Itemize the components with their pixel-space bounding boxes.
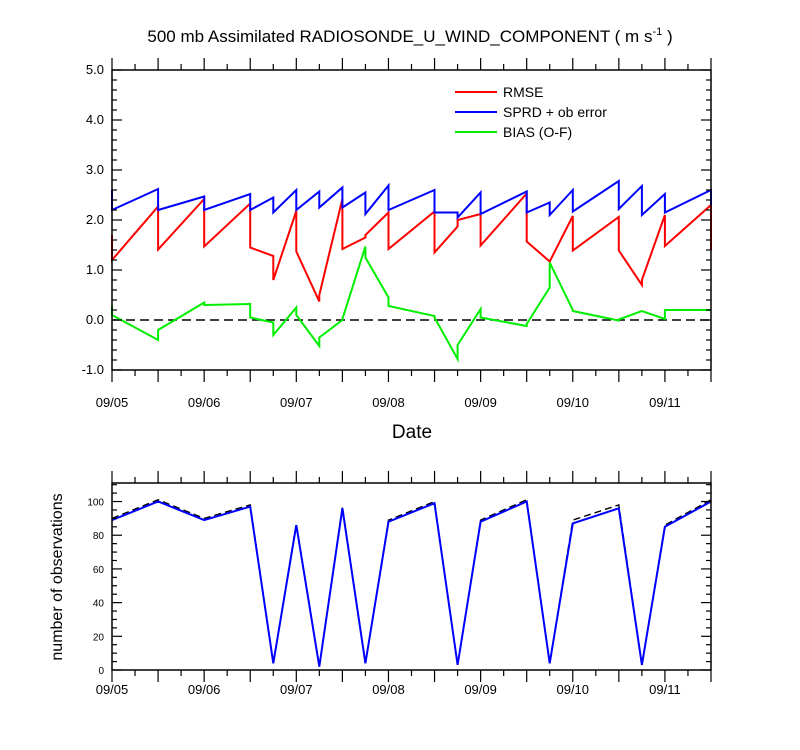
bottom-series-obs_assim-line <box>111 500 712 667</box>
legend-label-spread: SPRD + ob error <box>503 104 607 120</box>
bottom-x-tick-label: 09/10 <box>556 682 589 697</box>
y-axis-label-observations: number of observations <box>49 493 66 660</box>
chart-title-superscript: -1 <box>652 26 662 38</box>
bottom-series-group <box>111 498 712 667</box>
top-frame <box>111 69 712 371</box>
top-y-tick-label: 1.0 <box>86 262 104 277</box>
bottom-y-tick-label: 80 <box>93 531 105 542</box>
chart-title: 500 mb Assimilated RADIOSONDE_U_WIND_COM… <box>147 26 672 46</box>
bottom-y-tick-label: 40 <box>93 599 105 610</box>
bottom-x-tick-label: 09/06 <box>188 682 221 697</box>
top-x-tick-label: 09/07 <box>280 395 313 410</box>
bottom-y-tick-label: 0 <box>98 666 104 677</box>
top-y-tick-label: 5.0 <box>86 62 104 77</box>
bottom-axes: 0 20 40 60 80 100 09/05 09/06 09/07 09/08 09/09 09/… <box>87 471 712 697</box>
top-y-tick-label: 3.0 <box>86 162 104 177</box>
top-x-tick-label: 09/11 <box>649 395 681 410</box>
bottom-x-tick-label: 09/05 <box>96 682 129 697</box>
top-y-tick-label: 4.0 <box>86 112 104 127</box>
legend-label-rmse: RMSE <box>503 84 543 100</box>
bottom-y-tick-label: 60 <box>93 565 105 576</box>
bottom-y-tick-label: 100 <box>87 498 104 509</box>
bottom-x-tick-label: 09/09 <box>464 682 497 697</box>
top-x-tick-label: 09/09 <box>464 395 497 410</box>
top-x-tick-label: 09/10 <box>556 395 589 410</box>
top-axes: -1.0 0.0 1.0 2.0 3.0 4.0 5.0 09/05 09/06 09/07 09/… <box>82 58 712 410</box>
top-y-tick-label: -1.0 <box>82 362 104 377</box>
bottom-x-tick-label: 09/08 <box>372 682 405 697</box>
bottom-x-tick-label: 09/11 <box>649 682 681 697</box>
legend: RMSE SPRD + ob error BIAS (O-F) <box>455 84 607 140</box>
x-axis-label: Date <box>392 422 432 443</box>
bottom-x-tick-label: 09/07 <box>280 682 313 697</box>
bottom-y-tick-label: 20 <box>93 632 105 643</box>
chart-title-end: ) <box>662 27 672 46</box>
legend-label-bias: BIAS (O-F) <box>503 124 572 140</box>
top-x-tick-label: 09/08 <box>372 395 405 410</box>
top-series-rmse-line <box>111 190 712 302</box>
top-x-tick-label: 09/05 <box>96 395 129 410</box>
top-y-tick-label: 0.0 <box>86 312 104 327</box>
top-y-tick-label: 2.0 <box>86 212 104 227</box>
top-series-spread-line <box>111 179 712 221</box>
top-panel: 500 mb Assimilated RADIOSONDE_U_WIND_COM… <box>82 26 712 443</box>
top-series-bias-line <box>111 246 711 363</box>
chart-title-main: 500 mb Assimilated RADIOSONDE_U_WIND_COM… <box>147 27 652 46</box>
bottom-series-obs_total-line <box>111 498 712 667</box>
top-x-tick-label: 09/06 <box>188 395 221 410</box>
bottom-panel: 0 20 40 60 80 100 09/05 09/06 09/07 09/08 09/09 09/… <box>49 471 712 697</box>
top-series-group <box>111 179 712 363</box>
